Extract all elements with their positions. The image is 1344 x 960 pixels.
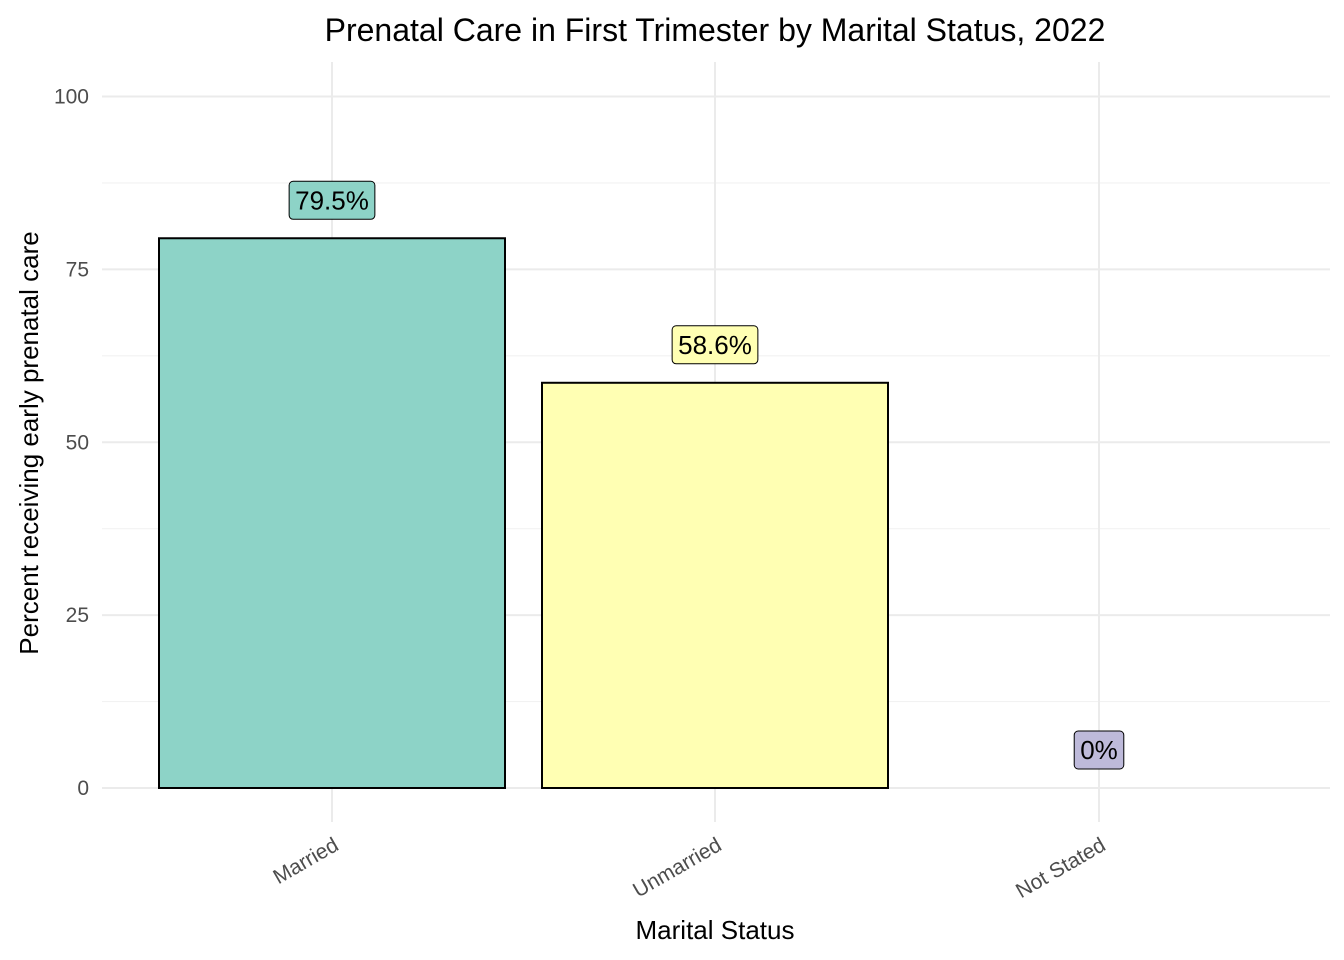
data-label: 79.5% [288, 180, 376, 220]
data-label-text: 0% [1080, 735, 1118, 765]
x-tick-label: Married [269, 833, 342, 889]
y-axis-title: Percent receiving early prenatal care [14, 231, 44, 654]
x-axis-ticks: Married Unmarried Not Stated [269, 833, 1109, 903]
x-tick-label: Not Stated [1012, 833, 1109, 903]
chart-title: Prenatal Care in First Trimester by Mari… [325, 12, 1106, 48]
data-label-box [1073, 730, 1125, 770]
data-label-box [671, 325, 759, 365]
y-tick-label: 75 [66, 258, 89, 281]
y-tick-label: 25 [66, 604, 89, 627]
y-tick-label: 0 [77, 777, 89, 800]
data-label-text: 79.5% [295, 185, 369, 215]
bar-unmarried [541, 381, 889, 789]
y-tick-label: 50 [66, 431, 89, 454]
y-tick-label: 100 [54, 86, 89, 109]
data-labels: 79.5% 58.6% 0% [288, 180, 1125, 770]
x-axis-title: Marital Status [636, 915, 795, 945]
data-label: 58.6% [671, 325, 759, 365]
x-tick-label: Unmarried [629, 833, 725, 902]
data-label: 0% [1073, 730, 1125, 770]
y-axis-ticks: 0 25 50 75 100 [54, 86, 89, 801]
bar-married [158, 237, 506, 789]
data-label-box [288, 180, 376, 220]
data-label-text: 58.6% [678, 330, 752, 360]
bars [158, 237, 889, 789]
